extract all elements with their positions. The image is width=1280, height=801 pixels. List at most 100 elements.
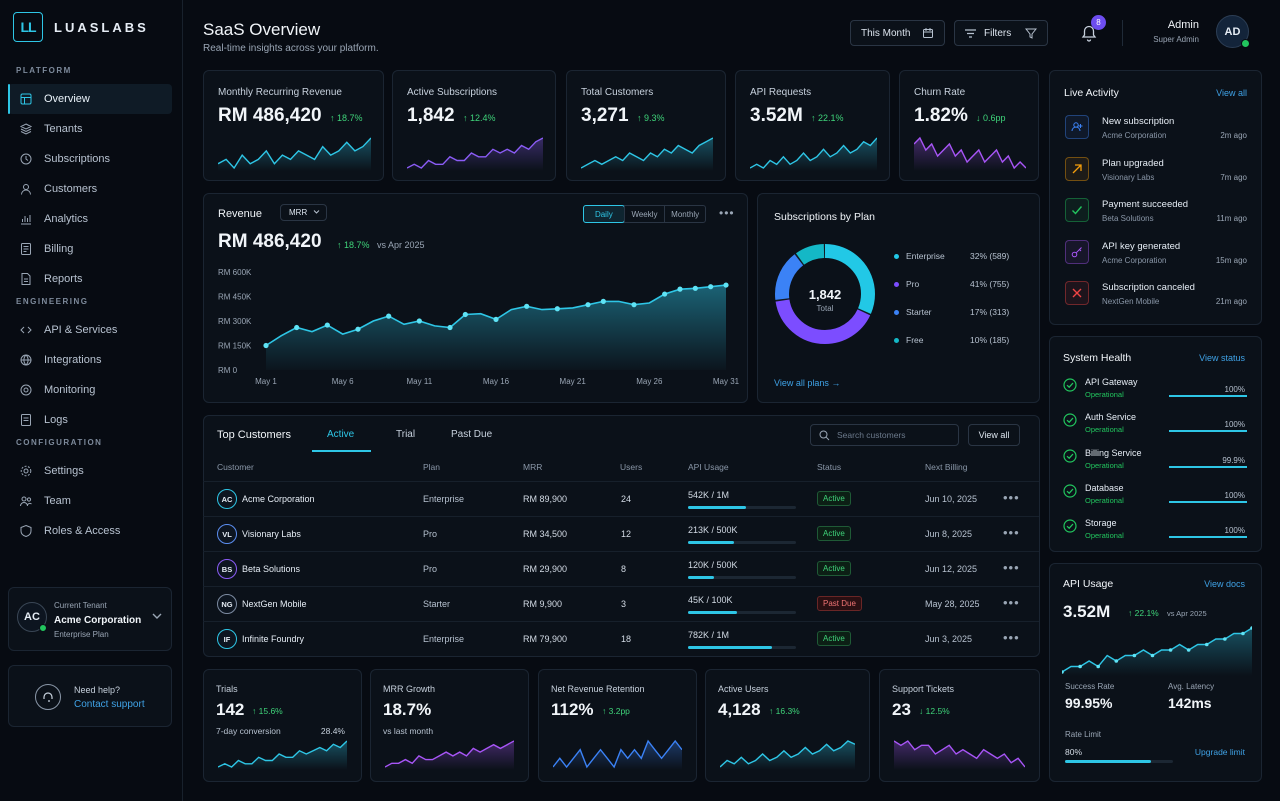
- check-circle-icon: [1063, 484, 1077, 498]
- service-uptime: 100%: [1224, 420, 1245, 430]
- customer-name[interactable]: Beta Solutions: [242, 564, 301, 574]
- sparkline-area: [750, 138, 877, 171]
- nav-section-label: PLATFORM: [16, 66, 72, 75]
- legend-dot: [894, 338, 899, 343]
- health-view-status-link[interactable]: View status: [1199, 353, 1245, 363]
- plans-donut-chart: [775, 244, 875, 344]
- row-more-icon[interactable]: •••: [1003, 490, 1020, 505]
- api-usage-value: 3.52M: [1063, 602, 1111, 621]
- table-row[interactable]: BS Beta Solutions Pro RM 29,900 8 120K / 500K…: [203, 551, 1039, 586]
- tab-daily[interactable]: Daily: [583, 205, 625, 223]
- api-usage-point: [1132, 653, 1137, 658]
- tab-weekly[interactable]: Weekly: [623, 206, 665, 222]
- sidebar-item-billing[interactable]: Billing: [8, 234, 172, 264]
- activity-title: API key generated: [1102, 240, 1181, 252]
- status-badge: Active: [817, 526, 851, 541]
- kpi-sparkline: [750, 137, 877, 171]
- row-more-icon[interactable]: •••: [1003, 630, 1020, 645]
- tab-past-due[interactable]: Past Due: [451, 429, 493, 440]
- revenue-point: [462, 311, 468, 318]
- sidebar-item-label: Integrations: [44, 354, 102, 366]
- api-usage-sparkline: [1062, 626, 1252, 676]
- sidebar-item-monitoring[interactable]: Monitoring: [8, 375, 172, 405]
- sidebar-item-subscriptions[interactable]: Subscriptions: [8, 144, 172, 174]
- revenue-metric-select[interactable]: MRR: [280, 204, 327, 221]
- sidebar-item-settings[interactable]: Settings: [8, 456, 172, 486]
- sparkline-line: [218, 740, 347, 768]
- sidebar-item-api-services[interactable]: API & Services: [8, 315, 172, 345]
- sidebar-item-tenants[interactable]: Tenants: [8, 114, 172, 144]
- sidebar-item-team[interactable]: Team: [8, 486, 172, 516]
- customer-users: 3: [621, 599, 627, 609]
- customer-mrr: RM 34,500: [523, 529, 568, 539]
- sparkline-area: [218, 138, 371, 171]
- row-more-icon[interactable]: •••: [1003, 560, 1020, 575]
- subscriptions-icon: [19, 152, 33, 166]
- kpi-card: Active Subscriptions 1,842 ↑ 12.4%: [392, 70, 556, 181]
- sidebar-item-customers[interactable]: Customers: [8, 174, 172, 204]
- table-row[interactable]: IF Infinite Foundry Enterprise RM 79,900 18 7…: [203, 621, 1039, 656]
- customer-name[interactable]: Infinite Foundry: [242, 634, 305, 644]
- customer-plan: Starter: [423, 599, 451, 609]
- bell-icon[interactable]: [1079, 23, 1099, 43]
- service-name: Database: [1085, 482, 1124, 493]
- notification-badge: 8: [1091, 15, 1106, 30]
- row-more-icon[interactable]: •••: [1003, 595, 1020, 610]
- active-tab-underline: [312, 450, 371, 452]
- x-tick-label: May 21: [560, 377, 587, 386]
- period-picker[interactable]: This Month: [850, 20, 945, 46]
- table-row[interactable]: VL Visionary Labs Pro RM 34,500 12 213K / 500…: [203, 516, 1039, 551]
- revenue-point: [600, 298, 606, 304]
- tenant-switcher[interactable]: AC Current Tenant Acme Corporation Enter…: [8, 587, 172, 651]
- view-all-plans-link[interactable]: View all plans →: [774, 378, 841, 388]
- customer-name[interactable]: Visionary Labs: [242, 529, 301, 539]
- kpi-delta: ↑ 12.4%: [463, 113, 496, 123]
- sparkline-line: [218, 137, 371, 170]
- kpi-sparkline: [385, 740, 514, 770]
- sidebar-item-integrations[interactable]: Integrations: [8, 345, 172, 375]
- sparkline-line: [407, 137, 543, 169]
- sidebar-item-overview[interactable]: Overview: [8, 84, 172, 114]
- bottom-kpi-card: Active Users 4,128 ↑ 16.3%: [705, 669, 870, 782]
- tab-monthly[interactable]: Monthly: [664, 206, 705, 222]
- kpi-value: 3.52M: [750, 105, 803, 126]
- kpi-subtext: 7-day conversion: [216, 726, 281, 736]
- sidebar-item-analytics[interactable]: Analytics: [8, 204, 172, 234]
- revenue-point: [263, 342, 269, 349]
- x-tick-label: May 1: [255, 377, 277, 386]
- sparkline-area: [385, 741, 514, 770]
- sparkline-area: [581, 138, 713, 171]
- tab-active[interactable]: Active: [327, 429, 355, 440]
- table-row[interactable]: NG NextGen Mobile Starter RM 9,900 3 45K / 10…: [203, 586, 1039, 621]
- customers-view-all-button[interactable]: View all: [968, 424, 1020, 446]
- health-title: System Health: [1063, 352, 1132, 364]
- activity-time: 7m ago: [1220, 172, 1247, 182]
- usage-bar: [688, 541, 796, 544]
- contact-support-link[interactable]: Contact support: [74, 699, 145, 710]
- x-tick-label: May 16: [483, 377, 510, 386]
- revenue-more-icon[interactable]: •••: [719, 206, 735, 220]
- activity-view-all-link[interactable]: View all: [1216, 88, 1247, 98]
- sidebar-item-logs[interactable]: Logs: [8, 405, 172, 435]
- customer-search-input[interactable]: Search customers: [810, 424, 959, 446]
- activity-time: 2m ago: [1220, 131, 1247, 140]
- tab-trial[interactable]: Trial: [396, 429, 416, 440]
- shield-icon: [19, 524, 33, 538]
- legend-name: Free: [906, 335, 924, 345]
- revenue-delta: ↑ 18.7%: [337, 240, 370, 250]
- customer-name[interactable]: NextGen Mobile: [242, 599, 307, 609]
- service-status: Operational: [1085, 460, 1124, 470]
- customer-name[interactable]: Acme Corporation: [242, 494, 315, 504]
- filters-button[interactable]: Filters: [954, 20, 1048, 46]
- sidebar-item-roles-access[interactable]: Roles & Access: [8, 516, 172, 546]
- tenant-name: Acme Corporation: [54, 615, 142, 626]
- upgrade-limit-link[interactable]: Upgrade limit: [1194, 747, 1245, 757]
- sidebar-item-reports[interactable]: Reports: [8, 264, 172, 294]
- sparkline-area: [553, 741, 682, 770]
- customer-mrr: RM 29,900: [523, 564, 568, 574]
- api-docs-link[interactable]: View docs: [1204, 579, 1245, 589]
- customer-users: 8: [621, 564, 627, 574]
- row-more-icon[interactable]: •••: [1003, 525, 1020, 540]
- table-row[interactable]: AC Acme Corporation Enterprise RM 89,900 24 5…: [203, 481, 1039, 516]
- sidebar-item-label: API & Services: [44, 324, 118, 336]
